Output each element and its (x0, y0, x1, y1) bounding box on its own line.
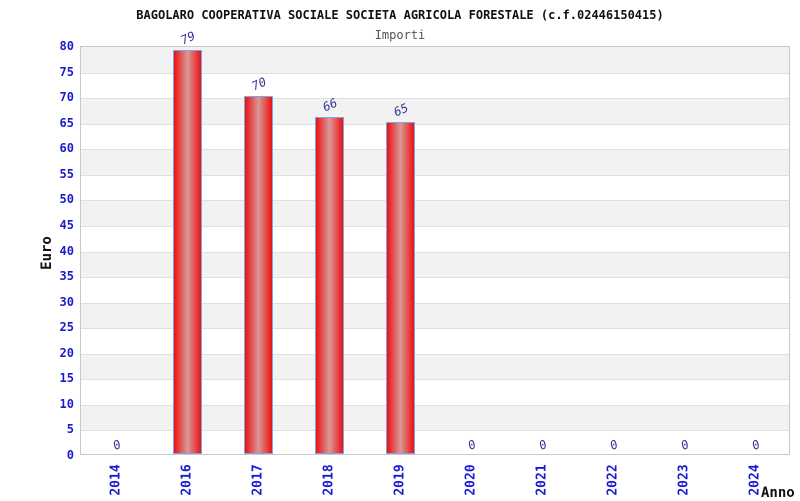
y-tick-label: 60 (59, 141, 74, 156)
gridline (81, 174, 789, 176)
chart-subtitle: Importi (374, 28, 426, 42)
gridline (81, 277, 789, 279)
gridline (81, 149, 789, 151)
y-tick-label: 25 (59, 320, 74, 335)
x-tick-label: 2014 (108, 464, 123, 496)
y-tick-label: 10 (59, 396, 74, 411)
y-tick-label: 35 (59, 269, 74, 284)
y-axis-title: Euro (39, 236, 55, 270)
y-tick-label: 70 (59, 90, 74, 105)
y-tick-label: 55 (59, 166, 74, 181)
chart-title: BAGOLARO COOPERATIVA SOCIALE SOCIETA AGR… (136, 8, 664, 22)
x-tick-label: 2024 (747, 464, 762, 496)
gridline (81, 404, 789, 406)
gridline (81, 379, 789, 381)
x-tick-label: 2017 (250, 464, 265, 496)
y-tick-label: 5 (66, 422, 74, 437)
y-tick-label: 15 (59, 371, 74, 386)
x-tick-label: 2020 (463, 464, 478, 496)
bar (173, 50, 202, 454)
gridline (81, 328, 789, 330)
y-tick-label: 75 (59, 64, 74, 79)
y-tick-label: 0 (66, 448, 74, 462)
bar (315, 116, 344, 454)
y-tick-label: 20 (59, 345, 74, 360)
gridline (81, 251, 789, 253)
bar (386, 121, 415, 454)
gridline (81, 72, 789, 74)
x-tick-label: 2018 (321, 464, 336, 496)
gridline (81, 353, 789, 355)
x-tick-label: 2016 (179, 464, 194, 496)
gridline (81, 123, 789, 125)
x-tick-label: 2023 (676, 464, 691, 496)
gridline (81, 98, 789, 100)
x-tick-label: 2019 (392, 464, 407, 496)
gridline (81, 302, 789, 304)
y-tick-label: 65 (59, 115, 74, 130)
y-tick-label: 30 (59, 294, 74, 309)
y-tick-label: 45 (59, 217, 74, 232)
x-tick-label: 2022 (605, 464, 620, 496)
y-tick-label: 50 (59, 192, 74, 207)
x-tick-label: 2021 (534, 464, 549, 496)
bar (244, 96, 273, 454)
gridline (81, 430, 789, 432)
x-axis-title: Anno (761, 485, 795, 501)
plot-area (80, 46, 790, 455)
gridline (81, 200, 789, 202)
gridline (81, 225, 789, 227)
